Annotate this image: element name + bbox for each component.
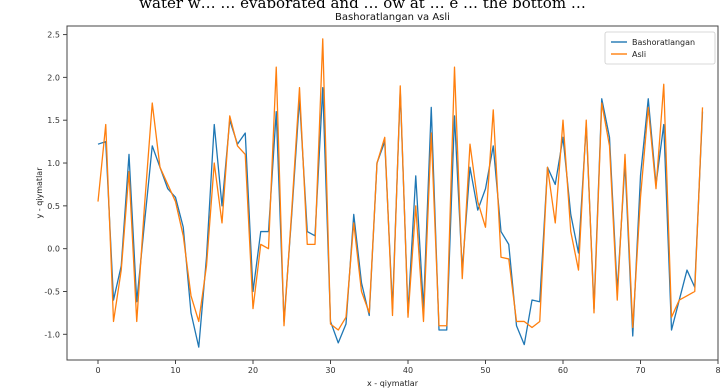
series-line-bashoratlangan [97, 87, 704, 348]
x-tick-label: 60 [558, 366, 568, 375]
legend-label-bashoratlangan: Bashoratlangan [632, 38, 695, 47]
y-tick-label: 0.5 [47, 202, 60, 211]
cropped-body-text: water w… … evaporated and … ow at … e … … [0, 0, 725, 8]
y-axis-label: y - qiymatlar [35, 167, 44, 219]
chart-title: Bashoratlangan va Asli [335, 12, 450, 23]
plot-area [66, 25, 719, 361]
y-tick-label: 1.0 [47, 159, 60, 168]
x-tick-label: 70 [635, 366, 645, 375]
x-tick-label: 40 [403, 366, 413, 375]
legend: Bashoratlangan Asli [604, 31, 716, 65]
y-tick-label: -0.5 [44, 287, 60, 296]
y-tick-label: 1.5 [47, 116, 60, 125]
series-line-asli [97, 38, 704, 331]
x-tick-label: 8 [715, 366, 720, 375]
x-axis-label: x - qiymatlar [367, 379, 419, 388]
y-tick-label: -1.0 [44, 330, 60, 339]
x-tick-label: 10 [170, 366, 180, 375]
x-axis: 0 10 20 30 40 50 60 70 8 [95, 360, 721, 375]
x-tick-label: 50 [480, 366, 490, 375]
x-tick-label: 20 [248, 366, 258, 375]
x-tick-label: 0 [95, 366, 100, 375]
legend-box [604, 31, 716, 65]
y-axis: -1.0 -0.5 0.0 0.5 1.0 1.5 2.0 2.5 [44, 31, 67, 339]
legend-label-asli: Asli [632, 50, 646, 59]
y-tick-label: 0.0 [47, 245, 60, 254]
y-tick-label: 2.0 [47, 73, 60, 82]
x-tick-label: 30 [325, 366, 335, 375]
y-tick-label: 2.5 [47, 31, 60, 40]
series-layer [97, 38, 704, 348]
